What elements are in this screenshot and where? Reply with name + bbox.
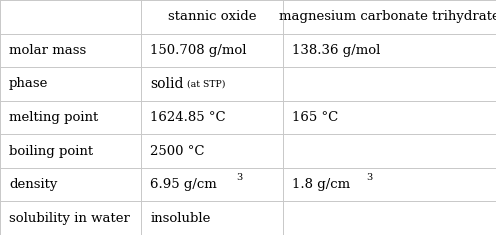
Text: density: density — [9, 178, 58, 191]
Text: melting point: melting point — [9, 111, 98, 124]
Text: (at STP): (at STP) — [184, 79, 226, 88]
Text: 138.36 g/mol: 138.36 g/mol — [292, 44, 380, 57]
Text: 3: 3 — [237, 173, 243, 182]
Text: solid: solid — [150, 77, 184, 91]
Text: 1.8 g/cm: 1.8 g/cm — [292, 178, 350, 191]
Text: boiling point: boiling point — [9, 145, 93, 158]
Text: 3: 3 — [367, 173, 373, 182]
Text: phase: phase — [9, 77, 48, 90]
Text: 6.95 g/cm: 6.95 g/cm — [150, 178, 217, 191]
Text: insoluble: insoluble — [150, 212, 211, 225]
Text: 165 °C: 165 °C — [292, 111, 338, 124]
Text: molar mass: molar mass — [9, 44, 86, 57]
Text: 1624.85 °C: 1624.85 °C — [150, 111, 226, 124]
Text: 150.708 g/mol: 150.708 g/mol — [150, 44, 247, 57]
Text: magnesium carbonate trihydrate: magnesium carbonate trihydrate — [279, 10, 496, 23]
Text: 2500 °C: 2500 °C — [150, 145, 205, 158]
Text: stannic oxide: stannic oxide — [168, 10, 256, 23]
Text: solubility in water: solubility in water — [9, 212, 130, 225]
